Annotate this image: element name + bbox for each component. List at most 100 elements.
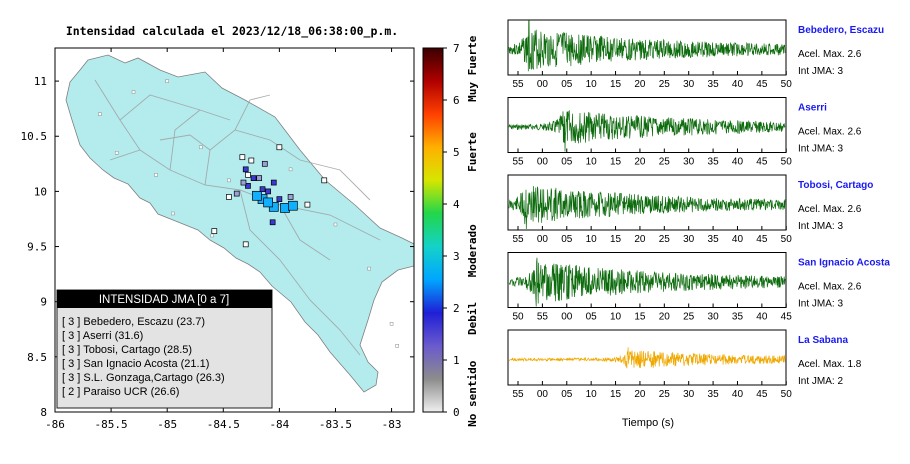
costa-rica-landmass [65, 54, 414, 393]
colorbar-category-label: Moderado [466, 224, 479, 277]
waveform-tick-label: 55 [512, 157, 524, 168]
waveform-tick-label: 40 [756, 312, 768, 323]
station-marker [245, 171, 251, 178]
town-dot [114, 151, 119, 155]
waveform-panel: 55 00 05 10 15 20 25 30 35 40 45 50 Bebedero, Escazu… [507, 19, 884, 90]
station-marker [321, 177, 328, 184]
legend-entry: [ 3 ] Aserri (31.6) [62, 330, 143, 342]
waveform-tick-label: 00 [537, 157, 549, 168]
waveform-trace [508, 186, 786, 230]
station-marker [242, 241, 249, 248]
colorbar-tick-label: 0 [453, 406, 460, 419]
waveform-accel-max: Acel. Max. 2.6 [798, 49, 862, 60]
town-dot [227, 178, 231, 183]
road-network [94, 79, 381, 356]
station-marker [256, 175, 263, 182]
waveform-trace [508, 20, 786, 72]
waveform-tick-label: 55 [537, 312, 549, 323]
town-dot [333, 222, 338, 227]
waveform-tick-label: 35 [708, 389, 720, 400]
waveform-panel: 55 00 05 10 15 20 25 30 35 40 45 50 La Sabana Acel. M… [507, 329, 862, 400]
colorbar-category-label: Debil [466, 302, 479, 335]
town-dot [154, 173, 158, 177]
waveform-tick-label: 10 [586, 157, 598, 168]
waveform-tick-label: 55 [512, 389, 524, 400]
legend-entry: [ 3 ] S.L. Gonzaga,Cartago (26.3) [62, 372, 225, 384]
station-marker [287, 194, 294, 200]
waveform-int-jma: Int JMA: 2 [798, 376, 843, 387]
map-axes: -86 -85.5 -85 -84.5 -84 -83.5 -83 11 10.5 10 9.5 9 8… [21, 48, 414, 431]
town-markers [98, 79, 399, 348]
station-marker [304, 201, 311, 208]
waveform-tick-label: 30 [683, 79, 695, 90]
waveform-tick-label: 15 [610, 157, 622, 168]
town-dot [165, 79, 169, 83]
waveform-station-name: Tobosi, Cartago [798, 180, 873, 191]
waveform-tick-label: 40 [732, 234, 744, 245]
colorbar-tick-label: 1 [453, 354, 460, 367]
waveform-int-jma: Int JMA: 3 [798, 66, 843, 77]
map-y-tick-label: 8.5 [27, 351, 47, 364]
waveform-tick-label: 55 [512, 234, 524, 245]
map-x-tick-label: -83 [382, 418, 402, 431]
waveform-tick-label: 25 [683, 312, 695, 323]
colorbar-tick-label: 5 [453, 146, 460, 159]
station-marker [242, 166, 249, 173]
waveform-panel: 50 55 00 05 10 15 20 25 30 35 40 45 San Ignacio Acos… [507, 252, 890, 323]
colorbar-category-label: Muy Fuerte [466, 35, 479, 102]
waveform-int-jma: Int JMA: 3 [798, 144, 843, 155]
waveform-tick-label: 05 [586, 312, 598, 323]
map-x-tick-label: -83.5 [319, 418, 352, 431]
waveform-tick-label: 05 [561, 157, 573, 168]
waveform-tick-label: 10 [586, 389, 598, 400]
waveform-tick-label: 40 [732, 389, 744, 400]
waveform-tick-label: 25 [659, 157, 671, 168]
station-marker [239, 154, 246, 161]
intensity-colorbar: 7 6 5 4 3 2 1 0 Muy Fuerte Fuerte Moderado Debil No… [422, 35, 479, 427]
waveform-trace [508, 257, 786, 307]
intensity-legend: INTENSIDAD JMA [0 a 7] [ 3 ] Bebedero, E… [56, 289, 273, 409]
waveform-tick-label: 00 [561, 312, 573, 323]
legend-entry: [ 3 ] San Ignacio Acosta (21.1) [62, 358, 209, 370]
legend-entry: [ 2 ] Paraiso UCR (26.6) [62, 386, 179, 398]
town-dot [367, 266, 371, 271]
legend-entry: [ 3 ] Tobosi, Cartago (28.5) [62, 344, 192, 356]
waveform-tick-label: 55 [512, 79, 524, 90]
town-dot [98, 112, 102, 116]
waveform-accel-max: Acel. Max. 2.6 [798, 282, 862, 293]
map-y-tick-label: 9.5 [27, 241, 47, 254]
colorbar-tick-label: 7 [453, 42, 460, 55]
waveform-tick-label: 00 [537, 234, 549, 245]
waveform-station-name: Aserri [798, 103, 827, 114]
waveform-tick-label: 35 [708, 234, 720, 245]
town-dot [395, 344, 399, 348]
colorbar-tick-label: 6 [453, 94, 460, 107]
station-marker [270, 179, 277, 186]
waveform-tick-label: 20 [634, 157, 646, 168]
waveform-tick-label: 15 [610, 389, 622, 400]
town-dot [131, 90, 136, 94]
waveform-tick-label: 25 [659, 79, 671, 90]
colorbar-category-label: Fuerte [466, 132, 479, 172]
station-marker [265, 188, 272, 195]
waveform-tick-label: 20 [659, 312, 671, 323]
waveform-tick-label: 45 [756, 234, 768, 245]
waveform-int-jma: Int JMA: 3 [798, 299, 843, 310]
colorbar-tick-label: 3 [453, 250, 460, 263]
map-title: Intensidad calculada el 2023/12/18_06:38… [66, 24, 398, 39]
waveform-station-name: La Sabana [798, 335, 848, 346]
map-x-tick-label: -85 [157, 418, 177, 431]
station-marker [252, 190, 262, 201]
waveform-int-jma: Int JMA: 3 [798, 221, 843, 232]
waveform-panel: 55 00 05 10 15 20 25 30 35 40 45 50 Tobosi, Cartago A… [507, 174, 873, 245]
town-dot [210, 233, 214, 238]
waveform-tick-label: 35 [708, 157, 720, 168]
waveform-tick-label: 05 [561, 79, 573, 90]
waveform-tick-label: 30 [683, 389, 695, 400]
waveform-tick-label: 45 [756, 79, 768, 90]
map-y-tick-label: 10 [34, 185, 47, 198]
station-marker [245, 183, 251, 189]
station-marker [276, 196, 283, 202]
waveform-tick-label: 00 [537, 79, 549, 90]
